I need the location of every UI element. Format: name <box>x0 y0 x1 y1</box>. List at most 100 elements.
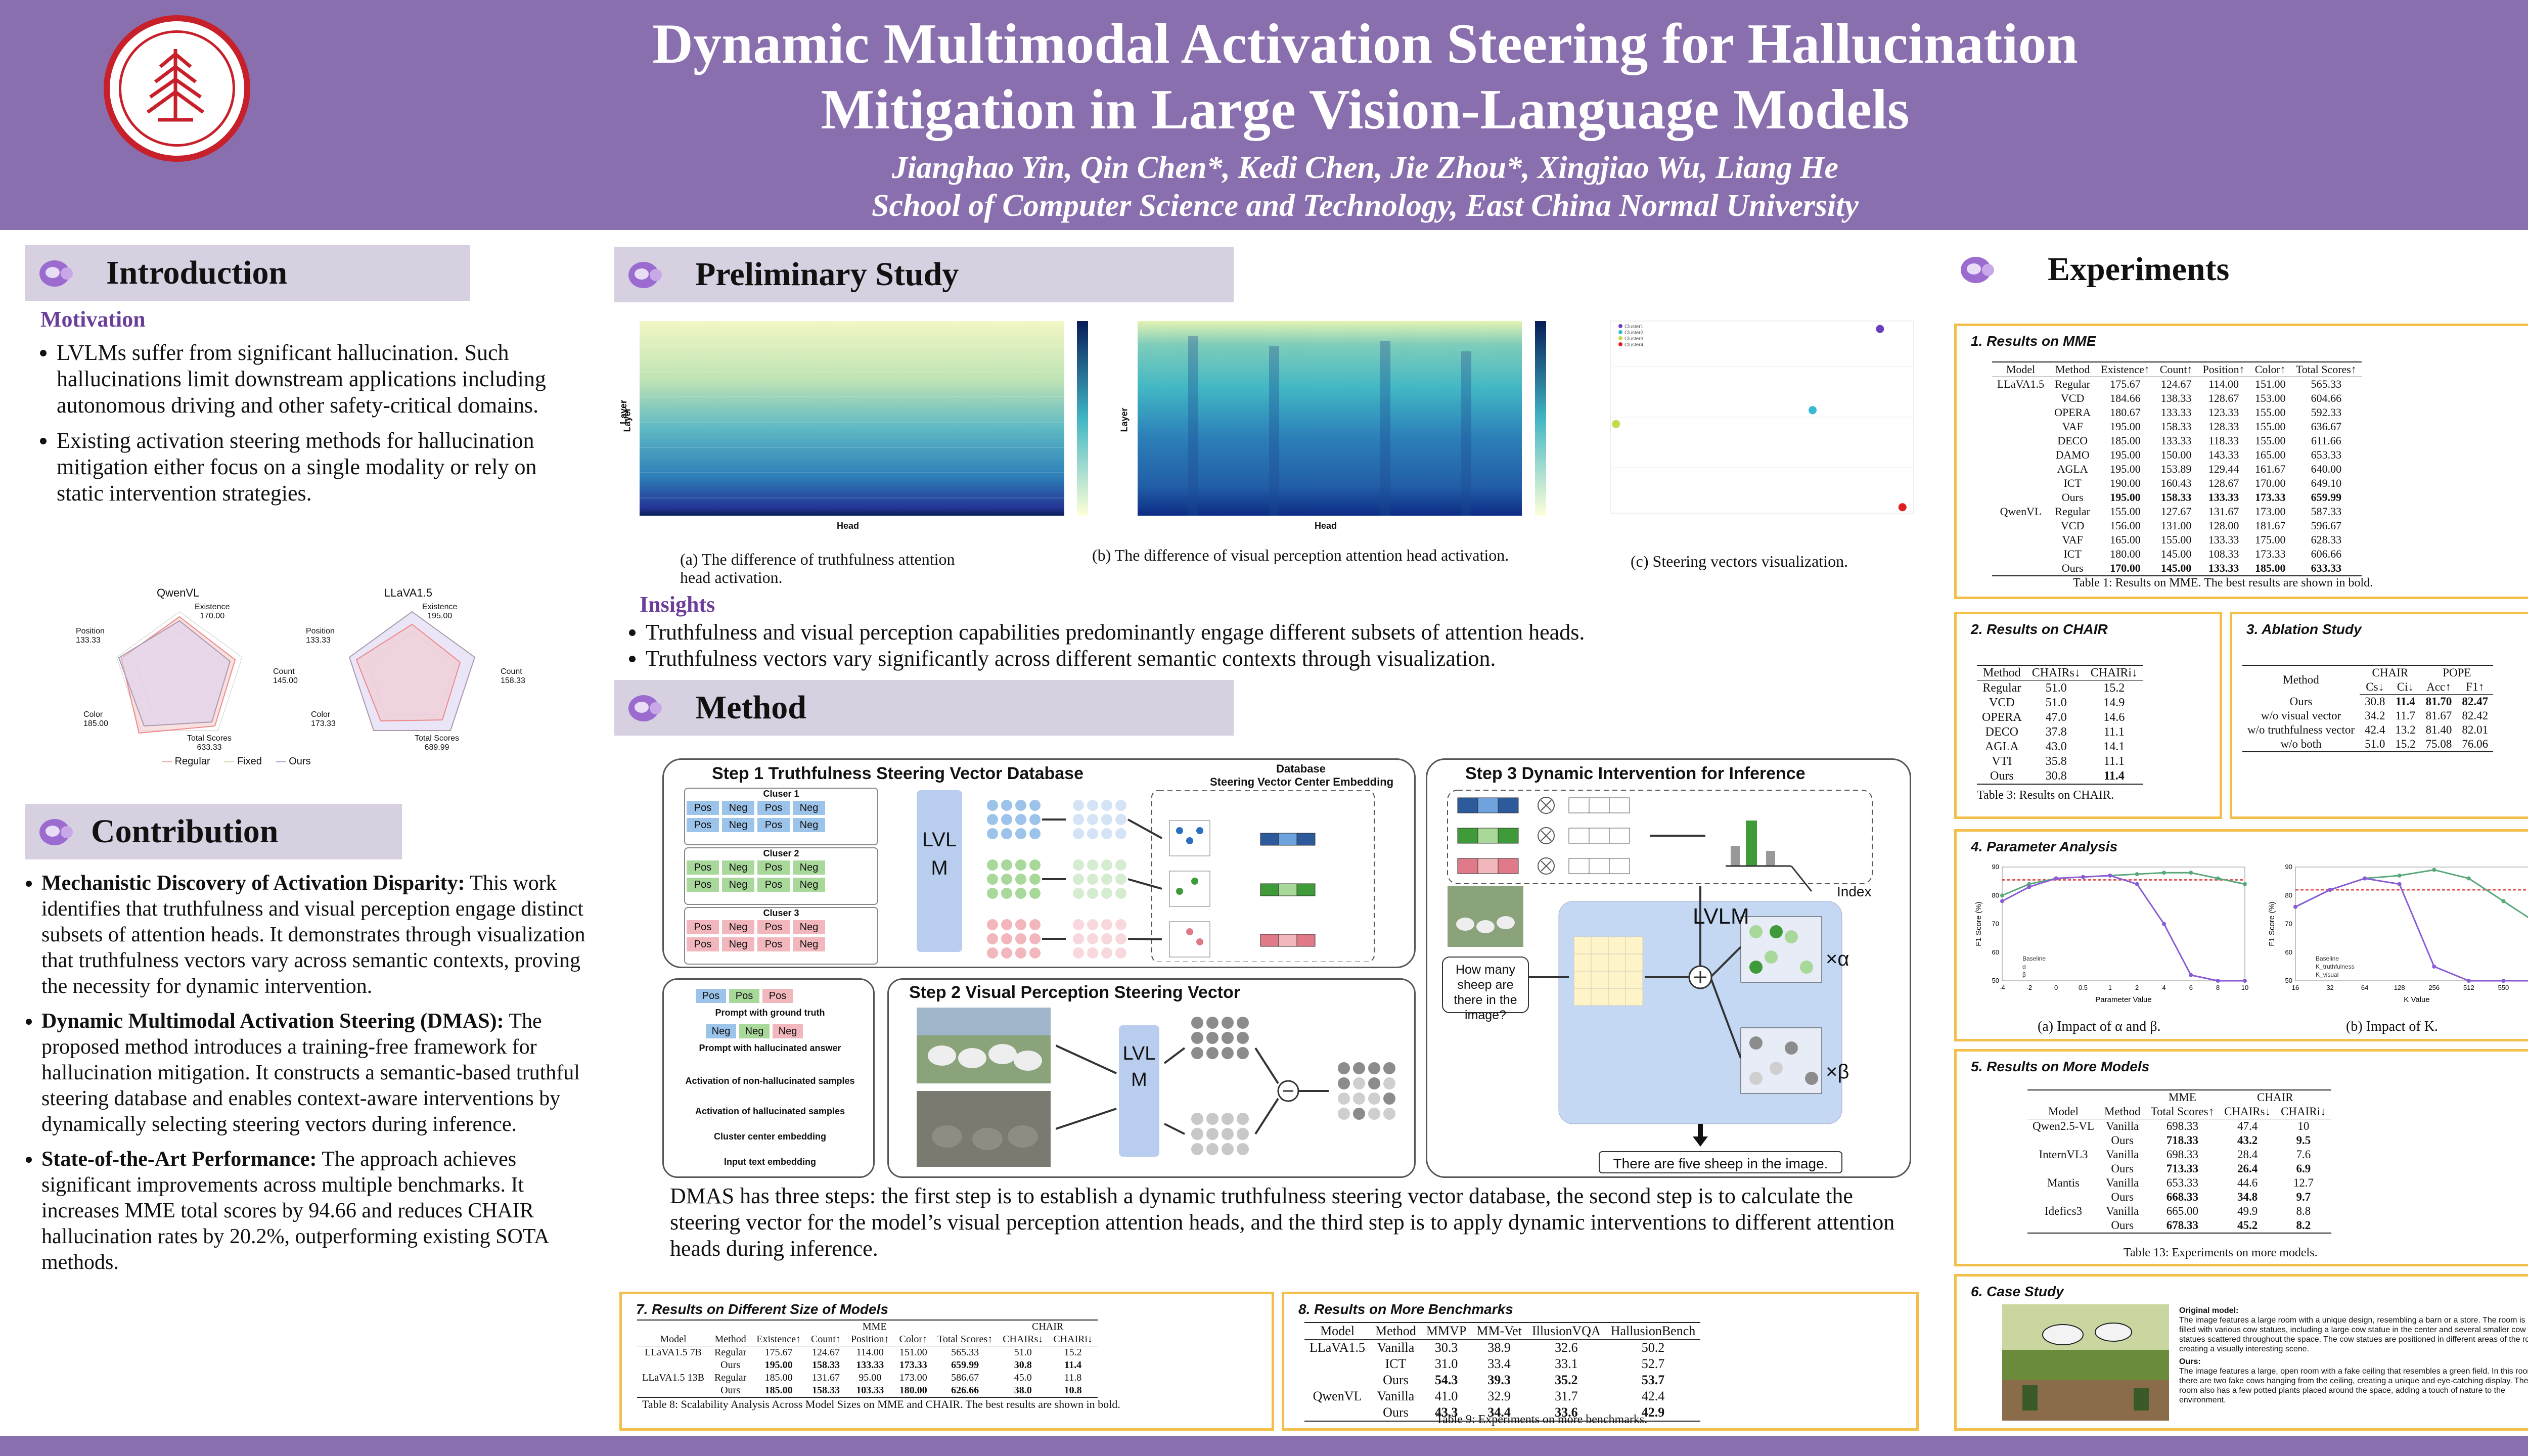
university-logo <box>104 15 250 162</box>
table-cell <box>1992 391 2049 405</box>
table-cell: 640.00 <box>2311 463 2342 475</box>
cluster-label: Cluser 1 <box>763 789 799 799</box>
preliminary-heading-bar: Preliminary Study <box>614 247 1234 302</box>
table-cell <box>1992 462 2049 476</box>
table-cell: 43.0 <box>2045 740 2067 753</box>
scatter-point <box>1898 503 1907 512</box>
table-cell <box>1304 1372 1370 1388</box>
table-cell: 665.00 <box>2166 1205 2198 1217</box>
table-cell: 11.4 <box>1064 1359 1082 1371</box>
table-row: LLaVA1.5 7B Regular 175.67 124.67 114.00 151.… <box>637 1346 1098 1359</box>
table-cell: 133.33 <box>2208 533 2239 546</box>
pos-token: Pos <box>762 989 793 1003</box>
mme-table: Model Method Existence↑ Count↑ Position↑ Colo… <box>1992 361 2362 576</box>
pos-token: Pos <box>757 801 790 815</box>
radar-title-llava: LLaVA1.5 <box>384 586 433 599</box>
table-cell: 10 <box>2297 1120 2310 1132</box>
contribution-heading: Contribution <box>91 813 279 850</box>
table-cell: AGLA <box>1985 740 2019 753</box>
table-cell: Vanilla <box>2106 1148 2139 1161</box>
table-cell: 15.2 <box>1064 1347 1082 1358</box>
table-row: VTI 35.8 11.1 <box>1977 754 2143 769</box>
mme-title: 1. Results on MME <box>1971 333 2096 349</box>
case-panel: 6. Case Study Original model: The image … <box>1954 1274 2528 1431</box>
table-cell: 158.33 <box>811 1359 840 1371</box>
table-cell: 81.67 <box>2425 709 2452 722</box>
table-cell: Regular <box>714 1347 747 1358</box>
more-caption: Table 13: Experiments on more models. <box>2124 1246 2318 1259</box>
original-text: The image features a large room with a u… <box>2179 1316 2528 1353</box>
table-cell <box>2027 1218 2099 1234</box>
legend-regular: Regular <box>174 756 210 767</box>
table-cell: 170.00 <box>2096 561 2155 576</box>
table-cell: 82.47 <box>2462 695 2489 708</box>
table-cell: 626.66 <box>932 1384 998 1398</box>
beta-label: ×β <box>1826 1061 1849 1083</box>
table-cell: 37.8 <box>2045 725 2067 739</box>
pos-token: Pos <box>687 920 719 934</box>
column-header: Total Scores↑ <box>2290 361 2362 377</box>
table-cell: 155.00 <box>2110 505 2141 518</box>
table-cell: 180.00 <box>894 1384 933 1398</box>
x-tick-label: 10 <box>2241 984 2248 991</box>
table-cell <box>1304 1356 1370 1372</box>
radar-charts <box>116 611 476 734</box>
neg-token: Neg <box>722 801 754 815</box>
column-header: MMVP <box>1421 1322 1472 1340</box>
legend-item: Prompt with hallucinated answer <box>699 1043 841 1053</box>
table-row: QwenVL Vanilla 41.0 32.9 31.7 42.4 <box>1304 1388 1700 1404</box>
table-cell: 133.33 <box>2197 561 2250 576</box>
table-cell: Vanilla <box>1377 1340 1415 1355</box>
radar-legend: — Regular — Fixed — Ours <box>162 756 311 767</box>
series-point <box>2216 979 2220 983</box>
table-cell: 155.00 <box>2255 406 2286 419</box>
table-cell: Ours <box>1383 1373 1409 1387</box>
column-header: Model <box>2027 1105 2099 1119</box>
table-cell: 133.33 <box>2208 491 2239 504</box>
step3-diagram <box>1442 790 1873 1173</box>
table-cell: 586.67 <box>951 1372 979 1383</box>
table-cell: 42.4 <box>1641 1389 1665 1403</box>
index-label: Index <box>1837 884 1872 899</box>
column-header: Total Scores↑ <box>2145 1105 2220 1119</box>
x-tick-label: -2 <box>2026 984 2033 991</box>
table-row: Ours 170.00 145.00 133.33 185.00 633.33 <box>1992 561 2362 576</box>
series-point <box>2363 876 2367 881</box>
series-point <box>2397 882 2402 886</box>
intro-heading: Introduction <box>106 254 288 291</box>
case-title: 6. Case Study <box>1971 1284 2064 1299</box>
heatmap-a-xlabel: Head <box>837 521 860 531</box>
cluster-2: Cluser 2 Pos Neg Pos Neg Pos Neg Pos Neg <box>684 847 878 905</box>
table-row: Ours 43.3 34.4 33.6 42.9 <box>1304 1404 1701 1422</box>
table-cell: LLaVA1.5 13B <box>642 1372 704 1383</box>
table-cell: Ours <box>1977 769 2027 785</box>
series-point <box>2135 872 2139 877</box>
table-cell: 15.2 <box>2390 737 2421 752</box>
table-cell: 138.33 <box>2160 392 2192 404</box>
y-tick-label: 70 <box>1992 920 1999 928</box>
radar-chart-llava <box>348 611 476 731</box>
table-cell: 8.2 <box>2276 1218 2331 1234</box>
table-cell: ICT <box>2063 477 2082 489</box>
table-cell: 718.33 <box>2166 1134 2198 1147</box>
scatter-legend-4: Cluster4 <box>1624 342 1644 348</box>
legend-neg-tokens: Neg Neg Neg <box>704 1023 804 1040</box>
column-header: Acc↑ <box>2420 680 2457 695</box>
table-cell: OPERA <box>1982 711 2022 724</box>
neg-token: Neg <box>722 860 754 875</box>
table-cell: Vanilla <box>2106 1205 2139 1217</box>
step1-box: Step 1 Truthfulness Steering Vector Data… <box>662 758 1416 968</box>
cluster-3: Cluser 3 Pos Neg Pos Neg Pos Neg Pos Neg <box>684 907 878 965</box>
motivation-label: Motivation <box>40 307 146 332</box>
table-cell: 604.66 <box>2311 392 2342 404</box>
radar-label: Color 185.00 <box>83 710 108 728</box>
ablation-title: 3. Ablation Study <box>2246 621 2362 637</box>
column-header: Cs↓ <box>2360 680 2390 695</box>
column-header: Method <box>1370 1322 1421 1340</box>
y-tick-label: 60 <box>1992 948 1999 956</box>
table-row: DECO 185.00 133.33 118.33 155.00 611.66 <box>1992 434 2362 448</box>
table-cell: Ours <box>2061 491 2084 504</box>
affiliation: School of Computer Science and Technolog… <box>871 189 1859 223</box>
x-tick-label: 0.5 <box>2079 984 2088 991</box>
table-cell: DECO <box>1985 725 2019 739</box>
